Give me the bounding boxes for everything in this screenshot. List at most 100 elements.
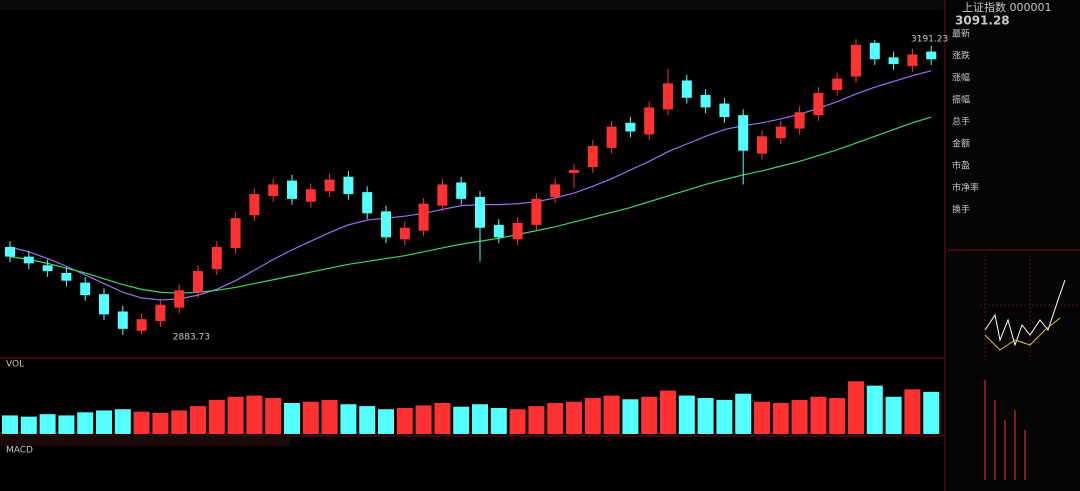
volume-bar: [133, 411, 150, 434]
volume-bar: [885, 396, 902, 434]
volume-bar: [190, 406, 206, 434]
volume-bar: [20, 416, 37, 434]
volume-bar: [622, 399, 639, 434]
volume-bar: [246, 395, 263, 434]
sidebar: [948, 0, 1080, 491]
candle-body: [625, 122, 636, 132]
candle-body: [512, 222, 523, 240]
volume-bar: [472, 404, 488, 434]
candle-body: [362, 192, 373, 214]
volume-bar: [848, 381, 864, 434]
sidebar-row-label: 市盈: [952, 160, 970, 172]
candle-body: [719, 103, 730, 118]
volume-bar: [866, 385, 883, 434]
volume-bar: [660, 390, 676, 434]
volume-bar: [227, 396, 244, 434]
candle-body: [832, 78, 843, 91]
volume-bar: [208, 399, 225, 434]
volume-bar: [2, 415, 18, 434]
volume-bar: [772, 403, 789, 434]
moving-average: [9, 70, 932, 301]
volume-bar: [904, 389, 921, 434]
candle-body: [23, 256, 34, 264]
volume-bar: [453, 406, 470, 434]
volume-bar: [735, 393, 752, 434]
intraday-line: [984, 279, 1066, 347]
candle-body: [738, 115, 749, 151]
candle-body: [775, 126, 786, 139]
intraday-volume: [984, 380, 1026, 480]
volume-bar: [396, 407, 413, 434]
volume-bar: [77, 412, 94, 434]
volume-bar: [434, 403, 451, 434]
candle-body: [80, 282, 91, 296]
sidebar-row-label: 最新: [952, 28, 970, 40]
candle-body: [531, 198, 542, 225]
sidebar-title: 上证指数 000001: [962, 0, 1052, 14]
volume-bar: [359, 406, 376, 434]
candle-body: [493, 224, 504, 238]
candle-body: [587, 145, 598, 168]
sidebar-row-label: 振幅: [952, 94, 970, 106]
candle-body: [550, 184, 561, 197]
candle-body: [211, 246, 222, 270]
sidebar-price: 3091.28: [955, 14, 1010, 28]
volume-bar: [754, 401, 770, 434]
volume-bar: [321, 399, 338, 434]
candle-body: [475, 196, 485, 228]
volume-label: VOL: [6, 360, 24, 370]
sidebar-row-label: 涨跌: [952, 51, 970, 62]
volume-bar: [171, 410, 188, 434]
high-label: 3191.23: [911, 34, 948, 44]
candle-body: [663, 83, 673, 110]
volume-bar: [603, 395, 620, 434]
volume-bar: [96, 410, 112, 434]
volume-bar: [678, 395, 695, 434]
candle-body: [193, 271, 203, 293]
candle-body: [399, 227, 410, 240]
volume-bar: [415, 405, 432, 434]
sidebar-row-label: 涨幅: [952, 72, 970, 84]
candle-body: [305, 189, 316, 202]
intraday-grid: [980, 255, 1080, 360]
candle-body: [249, 194, 260, 216]
volume-bar: [791, 399, 808, 434]
volume-bar: [265, 398, 282, 434]
candle-body: [324, 179, 335, 192]
tab-bar[interactable]: [0, 436, 290, 446]
volume-bar: [810, 396, 827, 434]
candle-body: [381, 211, 391, 238]
candle-body: [907, 54, 918, 67]
volume-bar: [152, 412, 169, 434]
volume-bar: [490, 407, 507, 434]
candle-body: [888, 57, 899, 65]
candle-body: [869, 42, 880, 60]
volume-bar: [114, 409, 131, 434]
candle-body: [813, 92, 824, 116]
candle-body: [99, 294, 109, 315]
volume-bar: [566, 401, 582, 434]
macd-label: MACD: [6, 446, 33, 456]
volume-bar: [716, 399, 733, 434]
sidebar-row-label: 市净率: [952, 182, 979, 194]
low-label: 2883.73: [173, 332, 210, 342]
candle-body: [287, 180, 297, 199]
candle-body: [268, 184, 279, 196]
candle-body: [644, 107, 655, 135]
moving-average: [9, 116, 932, 294]
candle-body: [136, 319, 147, 331]
candle-body: [5, 246, 15, 257]
intraday-avg: [984, 317, 1061, 351]
volume-bar: [284, 403, 300, 434]
volume-bar: [547, 403, 564, 434]
candle-body: [606, 126, 617, 148]
candle-body: [456, 182, 467, 199]
candle-body: [61, 272, 72, 281]
candle-body: [343, 176, 354, 195]
volume-bar: [58, 415, 75, 434]
candle-body: [757, 136, 767, 154]
sidebar-row-label: 换手: [952, 204, 970, 216]
candle-body: [700, 94, 711, 108]
